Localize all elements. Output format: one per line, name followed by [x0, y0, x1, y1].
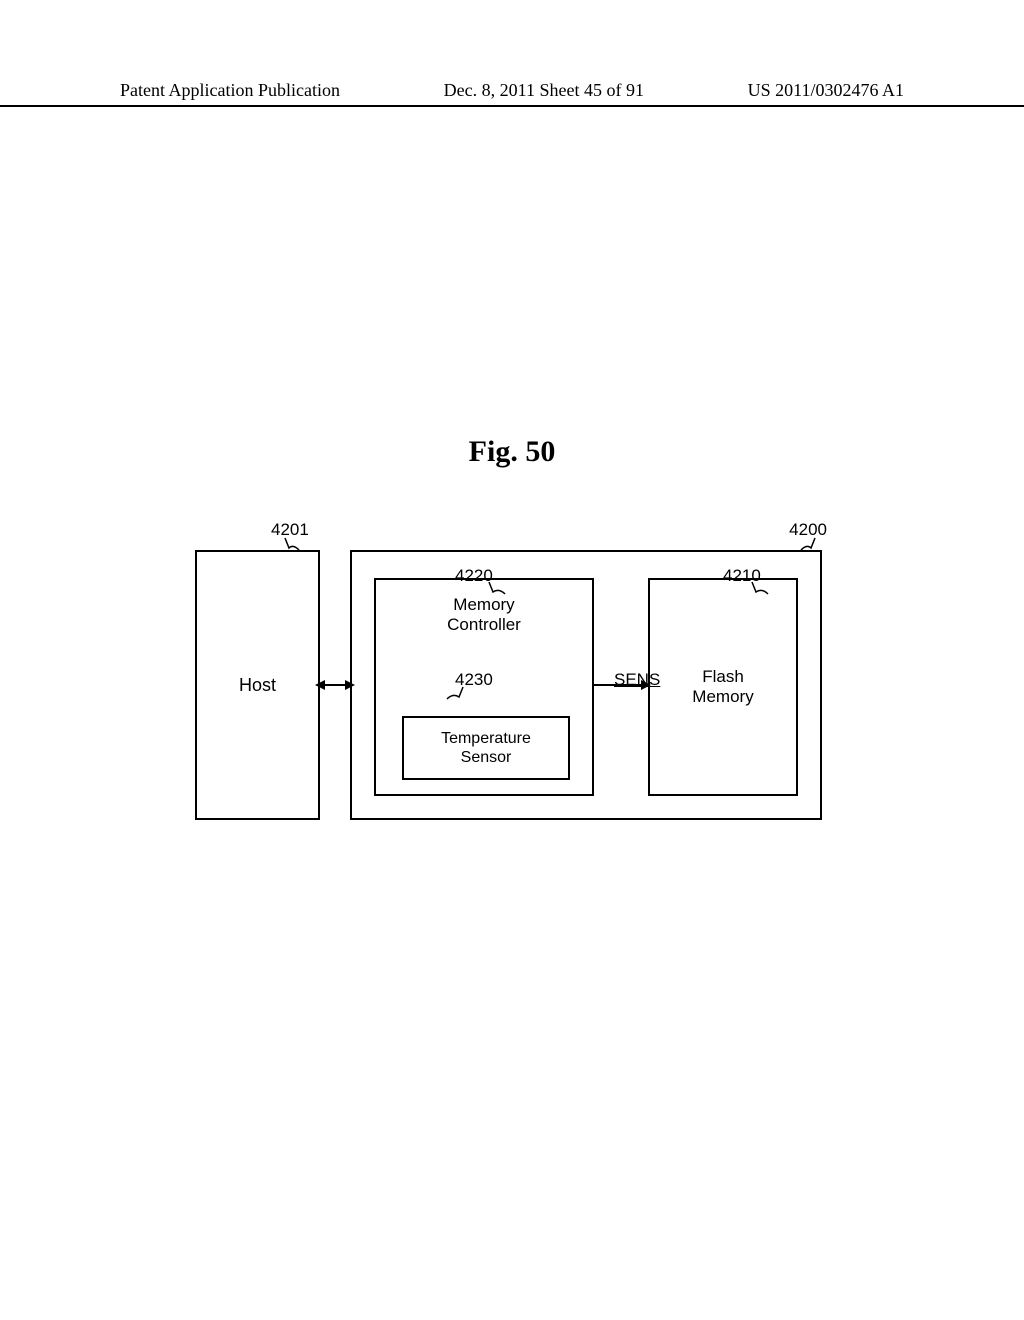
- sens-connector-line: [594, 684, 648, 686]
- figure-title: Fig. 50: [469, 435, 556, 469]
- controller-label: Memory Controller: [447, 595, 521, 636]
- arrow-left-icon: [315, 680, 325, 690]
- host-block: Host: [195, 550, 320, 820]
- header-right: US 2011/0302476 A1: [748, 80, 904, 101]
- host-label: Host: [239, 675, 276, 696]
- header-center: Dec. 8, 2011 Sheet 45 of 91: [444, 80, 644, 101]
- page-header: Patent Application Publication Dec. 8, 2…: [0, 80, 1024, 107]
- block-diagram: 4201 4200 4220 4210 4230 SENS Host Memor…: [195, 520, 825, 830]
- system-block: Memory Controller Temperature Sensor Fla…: [350, 550, 822, 820]
- flash-memory-block: Flash Memory: [648, 578, 798, 796]
- header-left: Patent Application Publication: [120, 80, 340, 101]
- temperature-sensor-block: Temperature Sensor: [402, 716, 570, 780]
- memory-controller-block: Memory Controller Temperature Sensor: [374, 578, 594, 796]
- arrow-right-icon: [641, 680, 651, 690]
